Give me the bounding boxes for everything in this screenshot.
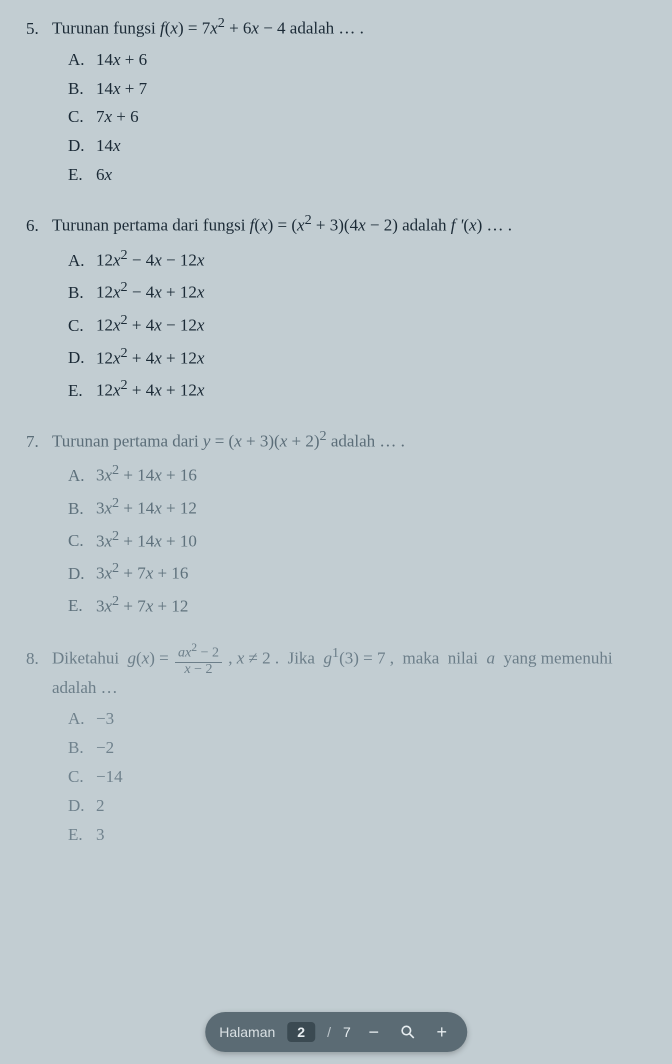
choice-text: 3x2 + 14x + 10 (96, 527, 646, 554)
choice-text: 3x2 + 7x + 16 (96, 559, 646, 586)
question: 8.Diketahui g(x) = ax2 − 2x − 2 , x ≠ 2 … (26, 642, 646, 847)
toolbar-separator: / (327, 1024, 331, 1040)
choice-text: 12x2 − 4x − 12x (96, 246, 646, 273)
question-number: 8. (26, 648, 52, 671)
choice-text: 12x2 + 4x + 12x (96, 344, 646, 371)
choice-label: C. (68, 106, 96, 129)
zoom-out-button[interactable]: − (363, 1022, 385, 1043)
toolbar-total-pages: 7 (343, 1024, 351, 1040)
choice-text: −3 (96, 708, 646, 731)
choice-text: 3 (96, 824, 646, 847)
choice-text: 7x + 6 (96, 106, 646, 129)
choice-list: A.−3B.−2C.−14D.2E.3 (68, 708, 646, 847)
choice-label: E. (68, 824, 96, 847)
choice-row: C.7x + 6 (68, 106, 646, 129)
question-stem: Turunan pertama dari y = (x + 3)(x + 2)2… (52, 427, 646, 454)
zoom-in-button[interactable]: + (431, 1022, 453, 1043)
question-row: 6.Turunan pertama dari fungsi f(x) = (x2… (26, 211, 646, 238)
choice-row: A.−3 (68, 708, 646, 731)
choice-row: B.−2 (68, 737, 646, 760)
question: 6.Turunan pertama dari fungsi f(x) = (x2… (26, 211, 646, 403)
choice-text: 12x2 − 4x + 12x (96, 278, 646, 305)
toolbar-current-page[interactable]: 2 (287, 1022, 315, 1042)
choice-row: A.12x2 − 4x − 12x (68, 246, 646, 273)
choice-label: D. (68, 563, 96, 586)
choice-label: B. (68, 78, 96, 101)
question-row: 7.Turunan pertama dari y = (x + 3)(x + 2… (26, 427, 646, 454)
choice-row: A.3x2 + 14x + 16 (68, 461, 646, 488)
choice-label: C. (68, 315, 96, 338)
choice-text: 14x (96, 135, 646, 158)
choice-list: A.3x2 + 14x + 16B.3x2 + 14x + 12C.3x2 + … (68, 461, 646, 618)
choice-label: D. (68, 795, 96, 818)
exam-page: 5.Turunan fungsi f(x) = 7x2 + 6x − 4 ada… (0, 0, 672, 941)
choice-label: A. (68, 250, 96, 273)
choice-text: 14x + 7 (96, 78, 646, 101)
choice-label: A. (68, 465, 96, 488)
choice-row: C.12x2 + 4x − 12x (68, 311, 646, 338)
choice-row: C.−14 (68, 766, 646, 789)
choice-row: E.3x2 + 7x + 12 (68, 592, 646, 619)
choice-text: 6x (96, 164, 646, 187)
question-row: 8.Diketahui g(x) = ax2 − 2x − 2 , x ≠ 2 … (26, 642, 646, 700)
choice-row: C.3x2 + 14x + 10 (68, 527, 646, 554)
choice-row: D.14x (68, 135, 646, 158)
choice-label: C. (68, 766, 96, 789)
choice-row: E.12x2 + 4x + 12x (68, 376, 646, 403)
choice-row: B.14x + 7 (68, 78, 646, 101)
choice-text: 3x2 + 14x + 12 (96, 494, 646, 521)
choice-row: B.12x2 − 4x + 12x (68, 278, 646, 305)
question-row: 5.Turunan fungsi f(x) = 7x2 + 6x − 4 ada… (26, 14, 646, 41)
choice-row: E.3 (68, 824, 646, 847)
choice-label: C. (68, 530, 96, 553)
choice-text: 3x2 + 14x + 16 (96, 461, 646, 488)
choice-row: E.6x (68, 164, 646, 187)
choice-row: A.14x + 6 (68, 49, 646, 72)
question: 7.Turunan pertama dari y = (x + 3)(x + 2… (26, 427, 646, 619)
choice-list: A.12x2 − 4x − 12xB.12x2 − 4x + 12xC.12x2… (68, 246, 646, 403)
question-number: 6. (26, 215, 52, 238)
choice-label: E. (68, 380, 96, 403)
choice-label: A. (68, 708, 96, 731)
toolbar-label: Halaman (219, 1024, 275, 1040)
page-toolbar: Halaman 2 / 7 − ⚲ + (205, 1012, 467, 1052)
choice-row: D.3x2 + 7x + 16 (68, 559, 646, 586)
choice-row: D.2 (68, 795, 646, 818)
choice-text: −14 (96, 766, 646, 789)
choice-row: D.12x2 + 4x + 12x (68, 344, 646, 371)
choice-text: 2 (96, 795, 646, 818)
choice-text: 3x2 + 7x + 12 (96, 592, 646, 619)
choice-text: 14x + 6 (96, 49, 646, 72)
choice-label: E. (68, 164, 96, 187)
choice-label: B. (68, 737, 96, 760)
choice-label: E. (68, 595, 96, 618)
question-number: 7. (26, 431, 52, 454)
choice-text: 12x2 + 4x + 12x (96, 376, 646, 403)
zoom-reset-button[interactable]: ⚲ (393, 1017, 423, 1047)
question-stem: Turunan pertama dari fungsi f(x) = (x2 +… (52, 211, 646, 238)
choice-list: A.14x + 6B.14x + 7C.7x + 6D.14xE.6x (68, 49, 646, 188)
choice-label: D. (68, 135, 96, 158)
question-number: 5. (26, 18, 52, 41)
choice-label: B. (68, 498, 96, 521)
question: 5.Turunan fungsi f(x) = 7x2 + 6x − 4 ada… (26, 14, 646, 187)
choice-label: D. (68, 347, 96, 370)
choice-text: −2 (96, 737, 646, 760)
choice-row: B.3x2 + 14x + 12 (68, 494, 646, 521)
choice-text: 12x2 + 4x − 12x (96, 311, 646, 338)
question-stem: Diketahui g(x) = ax2 − 2x − 2 , x ≠ 2 . … (52, 642, 646, 700)
choice-label: A. (68, 49, 96, 72)
question-stem: Turunan fungsi f(x) = 7x2 + 6x − 4 adala… (52, 14, 646, 41)
choice-label: B. (68, 282, 96, 305)
